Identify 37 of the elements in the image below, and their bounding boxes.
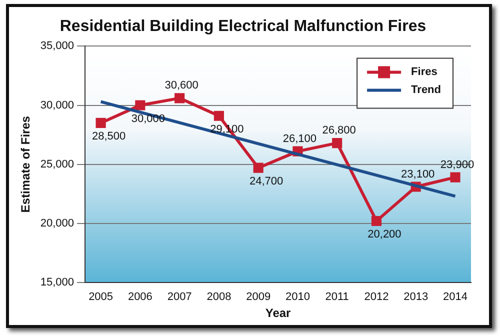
point — [450, 172, 460, 182]
point — [371, 216, 382, 226]
y-tick-label: 35,000 — [40, 40, 74, 52]
x-tick-label: 2012 — [364, 291, 389, 304]
x-tick-label: 2009 — [246, 291, 271, 304]
y-axis-title: Estimate of Fires — [18, 116, 33, 213]
data-label: 20,200 — [368, 228, 402, 241]
data-label: 30,600 — [164, 80, 198, 92]
point — [214, 110, 224, 121]
data-label: 23,100 — [401, 168, 435, 180]
data-label: 24,700 — [250, 175, 284, 188]
x-tick-label: 2011 — [325, 291, 349, 304]
x-tick-label: 2008 — [206, 291, 232, 304]
data-label: 30,000 — [131, 112, 166, 125]
legend-label: Trend — [411, 84, 442, 96]
data-label: 28,500 — [92, 130, 126, 142]
x-tick-label: 2013 — [404, 291, 428, 304]
point — [135, 100, 146, 110]
x-tick-label: 2006 — [128, 291, 152, 304]
y-tick-label: 25,000 — [40, 158, 74, 170]
data-label: 26,100 — [282, 132, 317, 145]
legend-label: Fires — [411, 66, 438, 78]
x-tick-label: 2010 — [285, 291, 310, 304]
point — [174, 93, 185, 104]
data-label: 23,900 — [440, 158, 474, 171]
x-tick-label: 2005 — [88, 291, 114, 304]
y-tick-label: 30,000 — [40, 99, 74, 112]
chart-title: Residential Building Electrical Malfunction Fires — [60, 18, 426, 36]
x-tick-label: 2014 — [443, 291, 468, 304]
point — [332, 138, 342, 148]
x-axis-title: Year — [265, 306, 292, 320]
y-tick-label: 20,000 — [40, 217, 74, 230]
point — [96, 118, 106, 128]
x-tick-label: 2007 — [167, 291, 192, 304]
y-tick-label: 15,000 — [40, 276, 74, 288]
data-label: 26,800 — [322, 124, 356, 137]
point — [253, 162, 264, 173]
